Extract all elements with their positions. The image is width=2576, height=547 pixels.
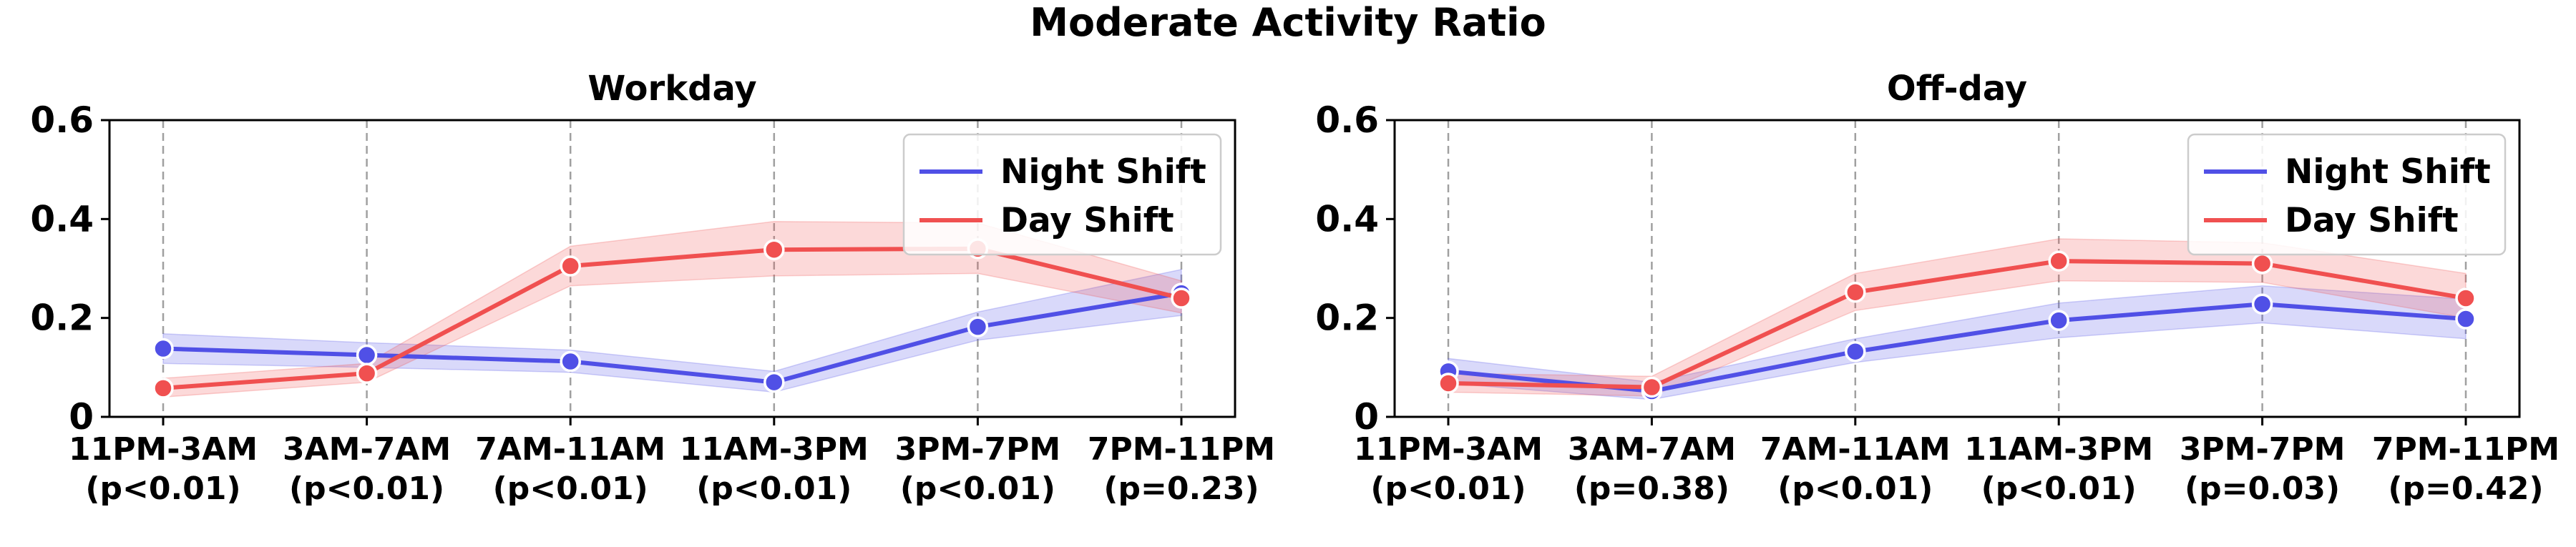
data-point: [1171, 287, 1192, 309]
y-tick-label: 0.6: [1315, 99, 1379, 141]
x-tick-pvalue: (p<0.01): [289, 470, 444, 507]
y-tick-label: 0.4: [1315, 198, 1379, 240]
x-tick-pvalue: (p<0.01): [493, 470, 648, 507]
x-tick-pvalue: (p<0.01): [1777, 470, 1933, 507]
data-point: [1845, 281, 1866, 303]
figure-title: Moderate Activity Ratio: [1030, 0, 1546, 45]
x-tick-label: 3AM-7AM: [1568, 431, 1736, 468]
y-tick-label: 0.2: [30, 297, 94, 339]
x-tick-label: 7PM-11PM: [1088, 431, 1275, 468]
legend: [902, 133, 1222, 256]
x-tick-label: 3PM-7PM: [2180, 431, 2346, 468]
legend-label: Day Shift: [2285, 201, 2459, 240]
x-tick-pvalue: (p=0.23): [1103, 470, 1259, 507]
panel-title: Workday: [587, 69, 756, 109]
x-tick-label: 11AM-3PM: [1964, 431, 2153, 468]
x-tick-label: 3PM-7PM: [895, 431, 1061, 468]
x-tick-pvalue: (p<0.01): [85, 470, 240, 507]
data-point: [152, 337, 174, 360]
y-tick-label: 0: [69, 396, 94, 438]
series-line: [1448, 259, 2467, 390]
data-point: [356, 344, 378, 366]
x-tick-pvalue: (p<0.01): [696, 470, 852, 507]
x-tick-label: 7PM-11PM: [2372, 431, 2560, 468]
x-tick-pvalue: (p<0.01): [900, 470, 1055, 507]
x-tick-label: 11PM-3AM: [1354, 431, 1543, 468]
y-tick-label: 0.4: [30, 198, 94, 240]
data-point: [152, 378, 174, 399]
data-point: [2251, 252, 2273, 275]
x-tick-label: 11AM-3PM: [680, 431, 869, 468]
x-tick-label: 7AM-11AM: [1760, 431, 1951, 468]
data-point: [2455, 308, 2477, 330]
data-point: [967, 316, 989, 337]
data-point: [2048, 310, 2069, 331]
workday-panel: Workday00.20.40.611PM-3AM(p<0.01)3AM-7AM…: [30, 69, 1275, 507]
x-tick-pvalue: (p=0.03): [2185, 470, 2340, 507]
legend-label: Day Shift: [1000, 201, 1174, 240]
legend: [2187, 133, 2507, 256]
panel-title: Off-day: [1887, 69, 2027, 109]
data-point: [763, 371, 785, 393]
axes-frame: [1393, 119, 2521, 418]
data-point: [1438, 373, 1459, 394]
x-tick-pvalue: (p=0.38): [1574, 470, 1729, 507]
data-point: [2251, 293, 2273, 315]
legend-label: Night Shift: [1000, 152, 1206, 192]
y-tick-label: 0.6: [30, 99, 94, 141]
data-point: [560, 255, 581, 277]
x-tick-label: 11PM-3AM: [69, 431, 258, 468]
data-point: [2048, 250, 2069, 272]
x-tick-pvalue: (p=0.42): [2388, 470, 2543, 507]
series-line: [162, 246, 1182, 390]
data-point: [356, 363, 378, 384]
y-tick-label: 0.2: [1315, 297, 1379, 339]
data-point: [1641, 376, 1663, 398]
data-point: [2455, 287, 2477, 309]
legend-label: Night Shift: [2285, 152, 2491, 192]
data-point: [1845, 340, 1866, 363]
x-tick-pvalue: (p<0.01): [1981, 470, 2137, 507]
x-tick-label: 3AM-7AM: [283, 431, 451, 468]
x-tick-pvalue: (p<0.01): [1370, 470, 1526, 507]
x-tick-label: 7AM-11AM: [475, 431, 665, 468]
data-point: [560, 350, 581, 373]
off-day-panel: Off-day00.20.40.611PM-3AM(p<0.01)3AM-7AM…: [1315, 69, 2560, 507]
y-tick-label: 0: [1354, 396, 1379, 438]
data-point: [763, 239, 785, 260]
series-line: [162, 291, 1182, 385]
axes-frame: [108, 119, 1236, 418]
